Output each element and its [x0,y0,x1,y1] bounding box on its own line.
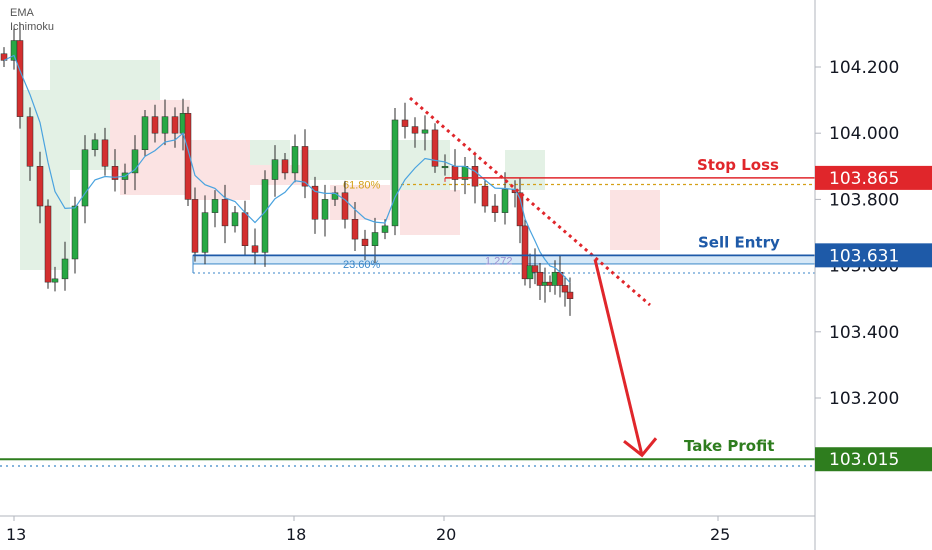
sell-entry-price-text: 103.631 [829,246,899,266]
price-tick-label: 103.400 [829,323,899,343]
candle-body [491,205,499,213]
time-axis[interactable]: 13 18 20 25 [6,516,730,544]
cloud-green-region [300,150,400,180]
sell-entry-label: Sell Entry [698,233,780,251]
candle-body [281,159,289,174]
arrow-shaft [593,258,644,456]
candle-body [51,278,59,283]
price-tick-label: 103.800 [829,190,899,210]
candle-body [231,212,239,227]
candle-body [441,166,449,169]
candle-body [381,225,389,233]
candle-body [566,291,574,299]
candle-body [61,258,69,280]
fib-618-label: 61.80% [343,180,381,192]
candle-body [291,146,299,174]
candle-body [101,139,109,167]
candle-body [131,149,139,174]
fib-236-label: 23.60% [343,259,381,271]
cloud-green-region [390,140,450,190]
price-axis[interactable]: 104.200104.000103.800103.600103.400103.2… [815,58,899,409]
candle-body [361,238,369,246]
candle-body [501,189,509,213]
indicator-ichimoku-label[interactable]: Ichimoku [10,21,54,33]
price-tick-label: 103.200 [829,389,899,409]
candle-body [191,199,199,253]
candle-body [341,192,349,220]
candle-body [411,126,419,134]
candle-body [151,116,159,134]
candle-body [471,166,479,187]
candle-body [561,285,569,293]
candle-body [184,113,192,200]
time-tick-label: 25 [710,525,730,544]
candle-body [221,199,229,227]
ema-line [3,54,571,283]
candle-body [81,149,89,207]
candle-body [521,225,529,280]
candle-body [16,40,24,117]
candle-body [91,139,99,151]
candle-body [371,232,379,246]
candle-body [261,179,269,253]
price-badges: 103.865 103.631 103.015 [815,165,932,472]
arrow-head [623,437,658,458]
candle-body [431,129,439,167]
candle-body [351,219,359,240]
candle-body [536,271,544,286]
time-tick-label: 20 [436,525,456,544]
candle-body [531,265,539,273]
take-profit-price-badge [815,447,932,472]
cloud-red-region [400,190,460,235]
stop-loss-price-badge [815,165,932,190]
candle-body [201,212,209,253]
candle-body [391,119,399,227]
candle-body [251,245,259,253]
candle-body [421,129,429,134]
candle-body [44,205,52,283]
fibonacci-levels: 61.80% 23.60% 1.272 [192,180,816,274]
candlesticks [0,23,574,316]
fib-ext-label: 1.272 [485,255,513,267]
candle-body [481,185,489,207]
time-tick-label: 13 [6,525,26,544]
candle-body [311,185,319,220]
candle-body [36,166,44,207]
indicator-ema-label[interactable]: EMA [10,7,35,19]
trade-levels: Stop Loss Sell Entry Take Profit [0,156,815,467]
price-tick-label: 104.200 [829,58,899,78]
sell-entry-price-badge [815,243,932,268]
candle-body [171,116,179,134]
cloud-red-region [190,140,250,200]
candle-body [10,40,18,61]
time-tick-label: 18 [286,525,306,544]
candle-body [26,116,34,167]
candle-body [321,199,329,220]
stop-loss-label: Stop Loss [697,156,779,174]
projection-arrow [593,258,658,458]
candle-body [401,119,409,127]
stop-loss-price-text: 103.865 [829,169,899,189]
candle-body [71,205,79,260]
candle-body [301,146,309,187]
candle-body [111,166,119,180]
cloud-green-region [505,150,545,190]
take-profit-label: Take Profit [684,437,774,455]
cloud-red-region [610,190,660,250]
candle-body [211,199,219,213]
price-tick-label: 104.000 [829,124,899,144]
candle-body [241,212,249,246]
candle-body [271,159,279,180]
take-profit-price-text: 103.015 [829,450,899,470]
candle-body [141,116,149,150]
ichimoku-cloud [20,60,660,270]
candle-body [161,116,169,134]
